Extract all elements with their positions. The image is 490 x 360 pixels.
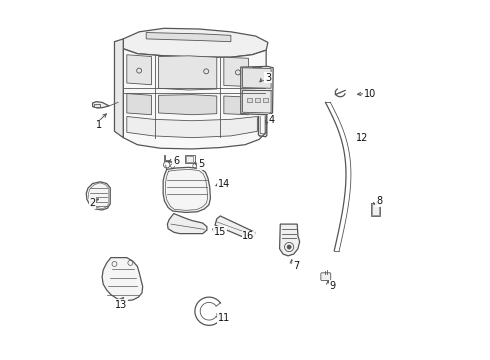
- Bar: [255, 98, 260, 102]
- Text: 7: 7: [293, 261, 299, 271]
- Polygon shape: [127, 55, 151, 85]
- Polygon shape: [127, 94, 151, 115]
- Text: 2: 2: [90, 198, 96, 208]
- Bar: [247, 98, 252, 102]
- Bar: [94, 104, 100, 107]
- Polygon shape: [168, 213, 207, 234]
- Polygon shape: [241, 66, 273, 115]
- Polygon shape: [243, 68, 271, 88]
- Bar: [372, 204, 379, 215]
- Polygon shape: [146, 32, 231, 42]
- Bar: [186, 156, 194, 162]
- Polygon shape: [159, 95, 217, 115]
- Text: 11: 11: [218, 313, 230, 323]
- Polygon shape: [280, 224, 300, 256]
- Text: 3: 3: [265, 73, 271, 83]
- Text: 10: 10: [364, 89, 376, 99]
- Text: 8: 8: [376, 196, 382, 206]
- Polygon shape: [224, 96, 248, 115]
- Polygon shape: [93, 102, 109, 108]
- Text: 1: 1: [96, 120, 101, 130]
- Text: 4: 4: [269, 115, 274, 125]
- FancyBboxPatch shape: [185, 155, 195, 163]
- Text: 6: 6: [173, 156, 179, 166]
- Polygon shape: [127, 117, 257, 138]
- Polygon shape: [123, 28, 268, 57]
- Text: 5: 5: [198, 159, 204, 169]
- Polygon shape: [159, 56, 217, 90]
- Polygon shape: [86, 182, 110, 210]
- Text: 14: 14: [218, 179, 230, 189]
- Text: 13: 13: [115, 300, 127, 310]
- Polygon shape: [123, 49, 266, 149]
- Text: 15: 15: [214, 227, 226, 237]
- Text: 12: 12: [356, 133, 368, 143]
- Text: 9: 9: [329, 281, 336, 291]
- Circle shape: [287, 245, 291, 249]
- Polygon shape: [243, 90, 271, 113]
- Polygon shape: [224, 57, 248, 86]
- Polygon shape: [215, 216, 255, 239]
- Bar: [371, 203, 380, 216]
- Polygon shape: [115, 39, 123, 138]
- Polygon shape: [102, 258, 143, 301]
- FancyBboxPatch shape: [321, 273, 331, 280]
- Bar: [263, 98, 269, 102]
- Polygon shape: [163, 167, 210, 212]
- Text: 16: 16: [243, 231, 255, 242]
